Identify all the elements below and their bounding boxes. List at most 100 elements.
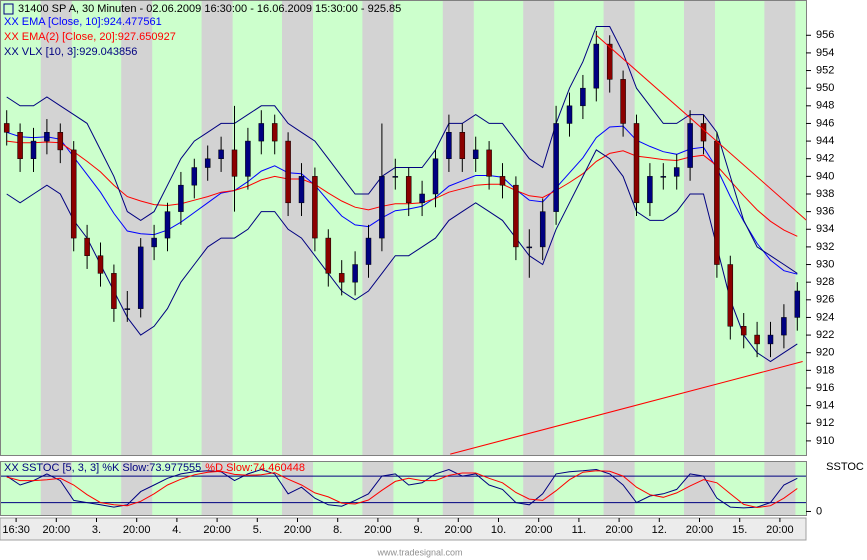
candle-body [781, 317, 787, 336]
candle-body [97, 255, 104, 274]
candle-body [472, 149, 479, 159]
y-tick-label: 918 [816, 364, 834, 376]
candle-body [593, 43, 600, 89]
candle-body [767, 334, 774, 345]
y-tick-label: 940 [816, 170, 834, 182]
candle-body [647, 176, 653, 204]
y-tick-label: 934 [816, 223, 834, 235]
session-night [201, 0, 233, 455]
y-tick-label: 920 [816, 347, 834, 359]
session-night [362, 462, 394, 515]
y-tick-label: 930 [816, 258, 834, 270]
session-night [603, 462, 635, 515]
footer: www.tradesignal.com [376, 547, 462, 557]
y-tick-label: 936 [816, 206, 834, 218]
y-tick-label: 954 [816, 47, 834, 59]
x-tick-label: 5. [253, 524, 262, 536]
indicator-line [6, 149, 798, 363]
candle-body [392, 176, 399, 178]
candle-body [580, 87, 586, 107]
candle-body [446, 132, 452, 159]
session-bands [0, 0, 806, 515]
x-tick-label: 20:00 [364, 524, 392, 536]
candle-body [338, 273, 345, 283]
x-tick-label: 3. [92, 524, 101, 536]
indicator-frame [0, 461, 807, 516]
candle-body [258, 123, 265, 142]
y-tick-label: 946 [816, 117, 834, 129]
candle-body [727, 264, 734, 327]
candle-body [3, 123, 10, 133]
candle-body [499, 176, 506, 186]
x-tick-label: 8. [333, 524, 342, 536]
candle-body [178, 184, 184, 212]
x-tick-label: 20:00 [43, 524, 71, 536]
x-tick-label: 20:00 [203, 524, 231, 536]
oscillator-line [6, 470, 798, 509]
session-night [684, 0, 715, 455]
legend-entry: XX VLX [10, 3]:929.043856 [4, 46, 137, 58]
chart-title: 31400 SP A, 30 Minuten - 02.06.2009 16:3… [18, 3, 401, 15]
x-tick-label: 10. [491, 524, 506, 536]
x-tick-label: 12. [652, 524, 667, 536]
candle-body [218, 149, 224, 159]
y-tick-label: 910 [816, 435, 834, 447]
legend-entry: XX EMA [Close, 10]:924.477561 [4, 16, 162, 28]
x-tick-label: 4. [172, 524, 181, 536]
trendline [450, 361, 803, 455]
candle-body [486, 149, 492, 177]
candle-body [204, 158, 211, 168]
x-tick-label: 20:00 [605, 524, 633, 536]
session-night [523, 0, 555, 455]
candle-body [151, 237, 157, 248]
candle-body [459, 132, 466, 159]
time-axis [0, 517, 807, 541]
candle-body [70, 149, 77, 239]
y-tick-label: 938 [816, 188, 834, 200]
candle-body [312, 176, 318, 239]
candle-body [673, 167, 680, 177]
legend: XX SSTOC [5, 3, 3] %K Slow:73.977555 %D S… [4, 462, 305, 474]
session-night [362, 0, 394, 455]
candle-body [526, 246, 533, 249]
candle-body [660, 176, 667, 178]
y-tick-label: 916 [816, 382, 834, 394]
trendline [595, 34, 808, 221]
x-tick-label: 20:00 [525, 524, 553, 536]
candle-body [124, 308, 131, 310]
y-tick-label: 914 [816, 400, 834, 412]
session-night [764, 462, 796, 515]
candle-body [325, 237, 332, 274]
indicator-line [6, 140, 798, 237]
candle-body [352, 264, 358, 283]
y-tick-label: 944 [816, 135, 834, 147]
candle-body [700, 123, 707, 142]
indicator-line [6, 26, 798, 274]
session-night [40, 462, 72, 515]
y-tick-label: 924 [816, 311, 834, 323]
legend-entry: XX EMA(2) [Close, 20]:927.650927 [4, 31, 176, 43]
candle-body [606, 43, 613, 80]
session-night [523, 462, 555, 515]
candle-body [298, 176, 305, 204]
y-tick-label: 912 [816, 417, 834, 429]
y-tick-label: 942 [816, 153, 834, 165]
y-tick-label: 952 [816, 64, 834, 76]
session-night [442, 462, 474, 515]
y-tick-label: 948 [816, 100, 834, 112]
x-tick-label: 16:30 [2, 524, 30, 536]
candle-body [84, 237, 90, 256]
x-tick-label: 20:00 [766, 524, 794, 536]
candle-body [285, 140, 291, 204]
legend-entry: XX SSTOC [5, 3, 3] %K Slow:73.977555 [4, 462, 201, 474]
session-night [40, 0, 72, 455]
x-tick-label: 15. [732, 524, 747, 536]
candle-body [714, 140, 720, 265]
y-tick-label: 956 [816, 29, 834, 41]
x-tick-label: 20:00 [445, 524, 473, 536]
candle-body [191, 167, 198, 186]
title-icon [3, 3, 14, 15]
candle-body [44, 132, 50, 142]
overlay: 910 912 914 916 918 920 922 924 926 928 930 932 934 9… [2, 3, 864, 557]
